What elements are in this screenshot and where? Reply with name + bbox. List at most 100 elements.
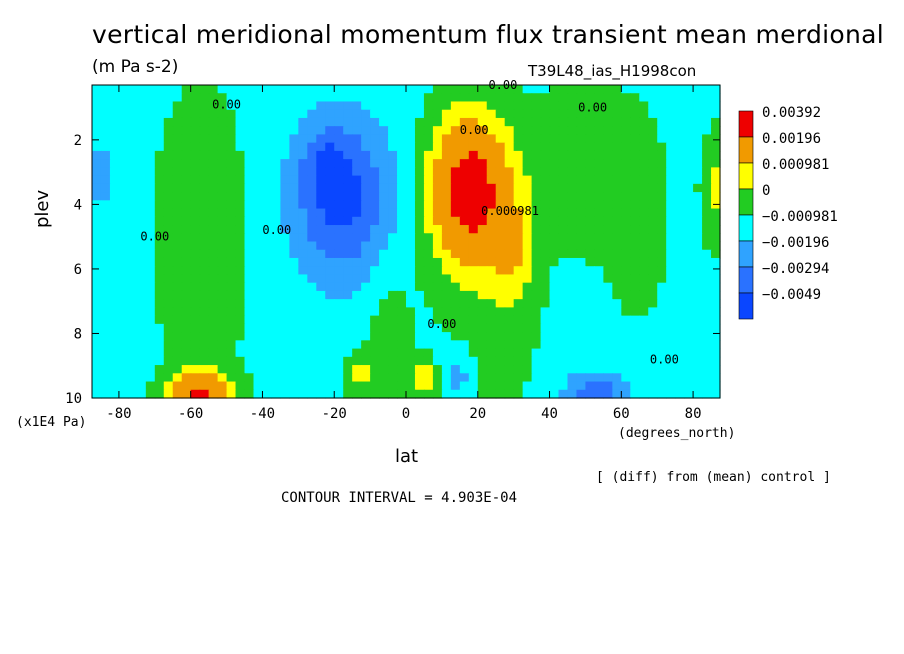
heatmap-cell bbox=[388, 373, 398, 383]
heatmap-cell bbox=[226, 323, 237, 333]
heatmap-cell bbox=[675, 299, 685, 308]
heatmap-cell bbox=[298, 373, 308, 383]
heatmap-cell bbox=[657, 340, 667, 350]
heatmap-cell bbox=[298, 126, 308, 136]
heatmap-cell bbox=[693, 290, 703, 300]
heatmap-cell bbox=[711, 175, 721, 185]
heatmap-cell bbox=[576, 208, 587, 218]
heatmap-cell bbox=[549, 208, 560, 218]
heatmap-cell bbox=[271, 257, 281, 267]
heatmap-cell bbox=[540, 373, 551, 383]
heatmap-cell bbox=[675, 142, 685, 152]
heatmap-cell bbox=[513, 159, 524, 168]
heatmap-cell bbox=[307, 290, 317, 300]
heatmap-cell bbox=[343, 249, 353, 259]
heatmap-cell bbox=[145, 101, 156, 111]
heatmap-cell bbox=[441, 101, 452, 111]
heatmap-cell bbox=[585, 290, 595, 300]
heatmap-cell bbox=[136, 192, 147, 201]
heatmap-cell bbox=[540, 175, 551, 185]
heatmap-cell bbox=[271, 208, 281, 218]
heatmap-cell bbox=[657, 126, 667, 136]
heatmap-cell bbox=[262, 142, 273, 152]
heatmap-cell bbox=[289, 356, 299, 366]
heatmap-cell bbox=[450, 323, 461, 333]
heatmap-cell bbox=[603, 266, 613, 276]
heatmap-cell bbox=[585, 241, 595, 251]
heatmap-cell bbox=[531, 381, 542, 391]
heatmap-cell bbox=[540, 159, 551, 168]
heatmap-cell bbox=[495, 257, 506, 267]
heatmap-cell bbox=[190, 183, 201, 193]
heatmap-cell bbox=[280, 85, 290, 94]
heatmap-cell bbox=[693, 85, 703, 94]
heatmap-cell bbox=[181, 142, 192, 152]
heatmap-cell bbox=[486, 208, 497, 218]
heatmap-cell bbox=[432, 299, 443, 308]
heatmap-cell bbox=[262, 126, 273, 136]
heatmap-cell bbox=[280, 233, 290, 243]
heatmap-cell bbox=[459, 373, 470, 383]
heatmap-cell bbox=[567, 85, 578, 94]
heatmap-cell bbox=[235, 299, 246, 308]
heatmap-cell bbox=[630, 93, 640, 103]
heatmap-cell bbox=[235, 200, 246, 210]
heatmap-cell bbox=[684, 266, 694, 276]
heatmap-cell bbox=[477, 117, 488, 127]
heatmap-cell bbox=[316, 192, 326, 201]
heatmap-cell bbox=[226, 167, 237, 177]
heatmap-cell bbox=[450, 150, 461, 160]
heatmap-cell bbox=[522, 381, 533, 391]
heatmap-cell bbox=[145, 150, 156, 160]
heatmap-cell bbox=[163, 225, 174, 234]
heatmap-cell bbox=[226, 208, 237, 218]
heatmap-cell bbox=[504, 150, 515, 160]
heatmap-cell bbox=[549, 167, 560, 177]
heatmap-cell bbox=[190, 315, 201, 325]
heatmap-cell bbox=[307, 183, 317, 193]
heatmap-cell bbox=[190, 323, 201, 333]
heatmap-cell bbox=[325, 282, 335, 292]
heatmap-cell bbox=[522, 389, 533, 399]
heatmap-cell bbox=[343, 159, 353, 168]
heatmap-cell bbox=[217, 299, 228, 308]
heatmap-cell bbox=[648, 340, 658, 350]
heatmap-cell bbox=[495, 85, 506, 94]
heatmap-cell bbox=[603, 282, 613, 292]
heatmap-cell bbox=[352, 332, 362, 341]
heatmap-cell bbox=[585, 150, 595, 160]
heatmap-cell bbox=[585, 307, 595, 317]
heatmap-cell bbox=[334, 200, 344, 210]
heatmap-cell bbox=[127, 126, 138, 136]
heatmap-cell bbox=[567, 307, 578, 317]
heatmap-cell bbox=[388, 150, 398, 160]
heatmap-cell bbox=[585, 134, 595, 144]
heatmap-cell bbox=[495, 381, 506, 391]
heatmap-cell bbox=[181, 126, 192, 136]
heatmap-cell bbox=[208, 175, 219, 185]
heatmap-cell bbox=[208, 216, 219, 226]
heatmap-cell bbox=[127, 85, 138, 94]
heatmap-cell bbox=[334, 208, 344, 218]
heatmap-cell bbox=[504, 93, 515, 103]
heatmap-cell bbox=[585, 233, 595, 243]
heatmap-cell bbox=[100, 208, 111, 218]
heatmap-cell bbox=[423, 315, 434, 325]
heatmap-cell bbox=[361, 290, 371, 300]
heatmap-cell bbox=[361, 356, 371, 366]
heatmap-cell bbox=[513, 307, 524, 317]
heatmap-cell bbox=[477, 101, 488, 111]
heatmap-cell bbox=[334, 101, 344, 111]
heatmap-cell bbox=[576, 332, 587, 341]
heatmap-cell bbox=[612, 175, 622, 185]
heatmap-cell bbox=[92, 266, 102, 276]
heatmap-cell bbox=[235, 266, 246, 276]
heatmap-cell bbox=[495, 150, 506, 160]
heatmap-cell bbox=[450, 134, 461, 144]
heatmap-cell bbox=[684, 167, 694, 177]
heatmap-cell bbox=[343, 340, 353, 350]
heatmap-cell bbox=[684, 381, 694, 391]
heatmap-cell bbox=[352, 117, 362, 127]
heatmap-cell bbox=[172, 126, 183, 136]
heatmap-cell bbox=[414, 365, 425, 374]
